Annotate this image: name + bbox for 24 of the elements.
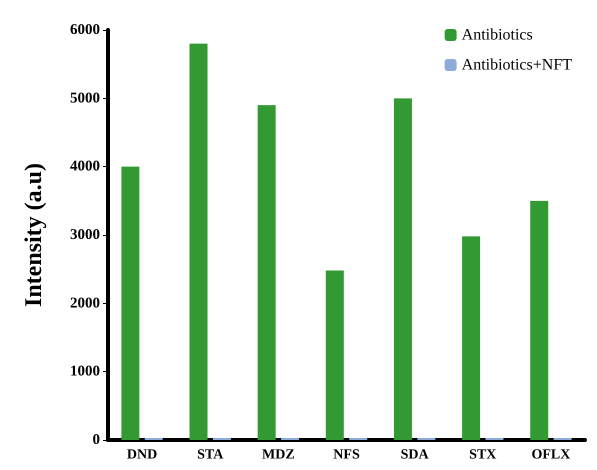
x-tick-label: SDA: [400, 448, 430, 462]
x-tick-label: OFLX: [531, 448, 570, 462]
y-tick-label: 2000: [70, 295, 100, 312]
y-tick-label: 0: [92, 432, 100, 448]
y-axis-title: Intensity (a.u): [21, 162, 47, 308]
x-tick-label: STA: [197, 448, 224, 462]
x-tick-label: STX: [469, 448, 496, 462]
y-tick-label: 4000: [70, 158, 100, 175]
bar: [394, 98, 412, 440]
legend-label: Antibiotics+NFT: [462, 56, 572, 74]
bar: [121, 166, 140, 440]
x-tick-label: DND: [126, 448, 158, 462]
legend-label: Antibiotics: [462, 26, 533, 44]
bar: [530, 200, 548, 440]
y-tick-label: 3000: [70, 227, 100, 243]
y-tick-label: 1000: [70, 364, 100, 380]
bar: [258, 105, 276, 440]
bar: [190, 44, 208, 440]
y-tick-label: 5000: [70, 90, 100, 106]
bar: [326, 270, 344, 440]
x-tick-label: MDZ: [262, 448, 295, 462]
bar: [462, 236, 480, 440]
y-tick-label: 6000: [70, 22, 100, 38]
x-tick-label: NFS: [333, 448, 360, 462]
